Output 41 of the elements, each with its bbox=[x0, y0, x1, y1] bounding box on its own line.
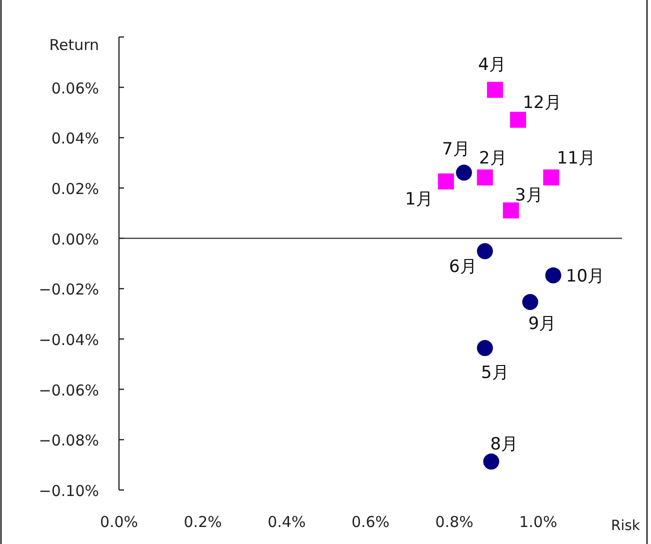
annotation: 9月 bbox=[528, 314, 556, 334]
x-tick-label: 0.4% bbox=[268, 513, 306, 531]
annotation: 4月 bbox=[478, 54, 506, 75]
y-tick-label: −0.04% bbox=[38, 331, 99, 349]
point bbox=[483, 454, 500, 470]
x-tick-label: 0.0% bbox=[100, 513, 138, 531]
point bbox=[543, 169, 560, 186]
y-tick-label: −0.02% bbox=[38, 280, 99, 299]
annotation: 10月 bbox=[566, 266, 605, 286]
point bbox=[502, 202, 519, 218]
point bbox=[476, 243, 493, 260]
annotation: 1月 bbox=[405, 189, 433, 210]
x-tick-label: 1.0% bbox=[519, 513, 558, 531]
point bbox=[476, 340, 493, 356]
annotation: 7月 bbox=[442, 140, 470, 160]
y-tick-label: 0.06% bbox=[51, 79, 99, 98]
point bbox=[456, 164, 472, 181]
y-tick-label: −0.08% bbox=[38, 432, 99, 450]
annotation: 8月 bbox=[490, 434, 518, 455]
y-tick-label: 0.04% bbox=[51, 130, 99, 148]
point bbox=[522, 294, 538, 310]
x-tick-label: 0.8% bbox=[435, 513, 474, 531]
x-tick-label: 0.2% bbox=[184, 513, 222, 531]
annotation: 5月 bbox=[481, 363, 509, 384]
y-axis-title: Return bbox=[49, 36, 99, 54]
annotation: 6月 bbox=[449, 257, 477, 278]
point bbox=[510, 112, 526, 128]
y-tick-label: −0.10% bbox=[38, 482, 99, 500]
x-axis-title: Risk bbox=[610, 518, 641, 534]
y-tick-label: 0.02% bbox=[51, 180, 99, 198]
x-tick-label: 0.6% bbox=[351, 513, 390, 531]
y-tick-label: −0.06% bbox=[38, 381, 99, 400]
annotation: 2月 bbox=[479, 148, 507, 168]
point bbox=[486, 82, 503, 98]
y-tick-label: 0.00% bbox=[51, 230, 99, 248]
annotation: 12月 bbox=[522, 92, 562, 113]
annotation: 11月 bbox=[556, 148, 596, 168]
point bbox=[438, 173, 454, 190]
annotation: 3月 bbox=[515, 185, 543, 206]
point bbox=[545, 267, 562, 284]
point bbox=[476, 169, 493, 186]
